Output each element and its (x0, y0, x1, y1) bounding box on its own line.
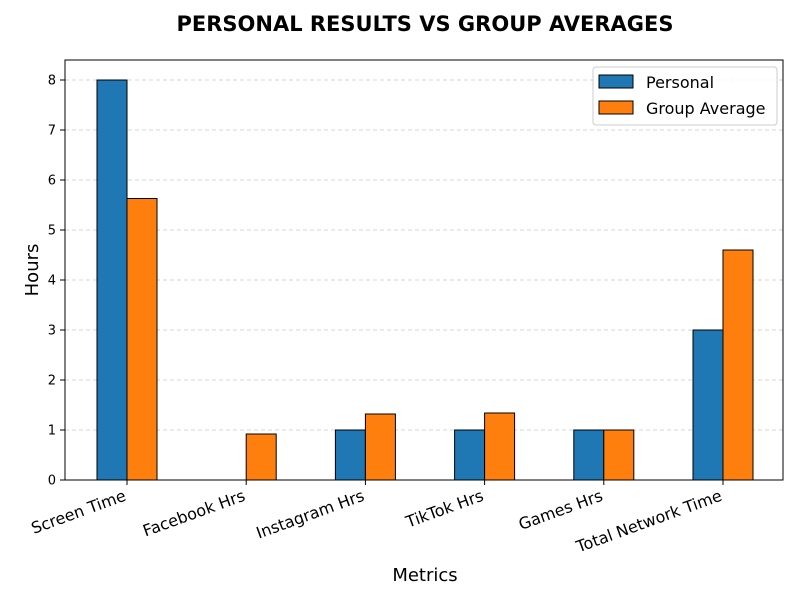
y-tick-label-7: 7 (48, 124, 56, 139)
bar-group-average-instagram-hrs (364, 413, 396, 481)
bar-personal-tiktok-hrs (454, 429, 486, 481)
bar-personal-total-network-time (692, 329, 724, 481)
bar-group-average-tiktok-hrs (484, 412, 516, 481)
y-axis-label: Hours (22, 244, 43, 297)
bar-group-average-total-network-time (722, 249, 754, 481)
y-axis-ticks: 0 1 2 3 4 5 6 7 8 (48, 74, 65, 489)
legend-label-personal: Personal (646, 73, 714, 92)
y-tick-label-4: 4 (48, 274, 56, 289)
legend-swatch-group-average (598, 100, 634, 115)
x-axis-ticks: Screen Time Facebook Hrs Instagram Hrs TikT… (29, 480, 724, 557)
y-tick-label-8: 8 (48, 74, 56, 89)
y-tick-label-0: 0 (48, 474, 56, 489)
y-tick-label-1: 1 (48, 424, 56, 439)
x-tick-label-instagram-hrs: Instagram Hrs (254, 486, 367, 543)
grid-lines (65, 79, 783, 481)
legend: Personal Group Average (592, 66, 778, 126)
bar-personal-screen-time (96, 79, 128, 481)
bar-group-average-games-hrs (603, 429, 635, 481)
y-tick-label-3: 3 (48, 324, 56, 339)
y-tick-label-2: 2 (48, 374, 56, 389)
x-tick-label-screen-time: Screen Time (29, 486, 129, 538)
bar-group-average-facebook-hrs (245, 433, 277, 481)
bar-personal-instagram-hrs (334, 429, 366, 481)
x-tick-label-tiktok-hrs: TikTok Hrs (402, 486, 486, 532)
y-tick-label-6: 6 (48, 174, 56, 189)
plot-frame (64, 59, 784, 481)
legend-label-group-average: Group Average (646, 99, 766, 118)
x-tick-label-facebook-hrs: Facebook Hrs (140, 486, 247, 541)
legend-box (592, 66, 778, 126)
bar-group-average-screen-time (126, 198, 158, 481)
legend-swatch-personal (598, 74, 634, 89)
chart-title: PERSONAL RESULTS VS GROUP AVERAGES (176, 12, 673, 36)
bars (96, 79, 754, 481)
x-axis-label: Metrics (392, 565, 457, 586)
y-tick-label-5: 5 (48, 224, 56, 239)
bar-personal-games-hrs (573, 429, 605, 481)
x-tick-label-games-hrs: Games Hrs (516, 486, 605, 534)
